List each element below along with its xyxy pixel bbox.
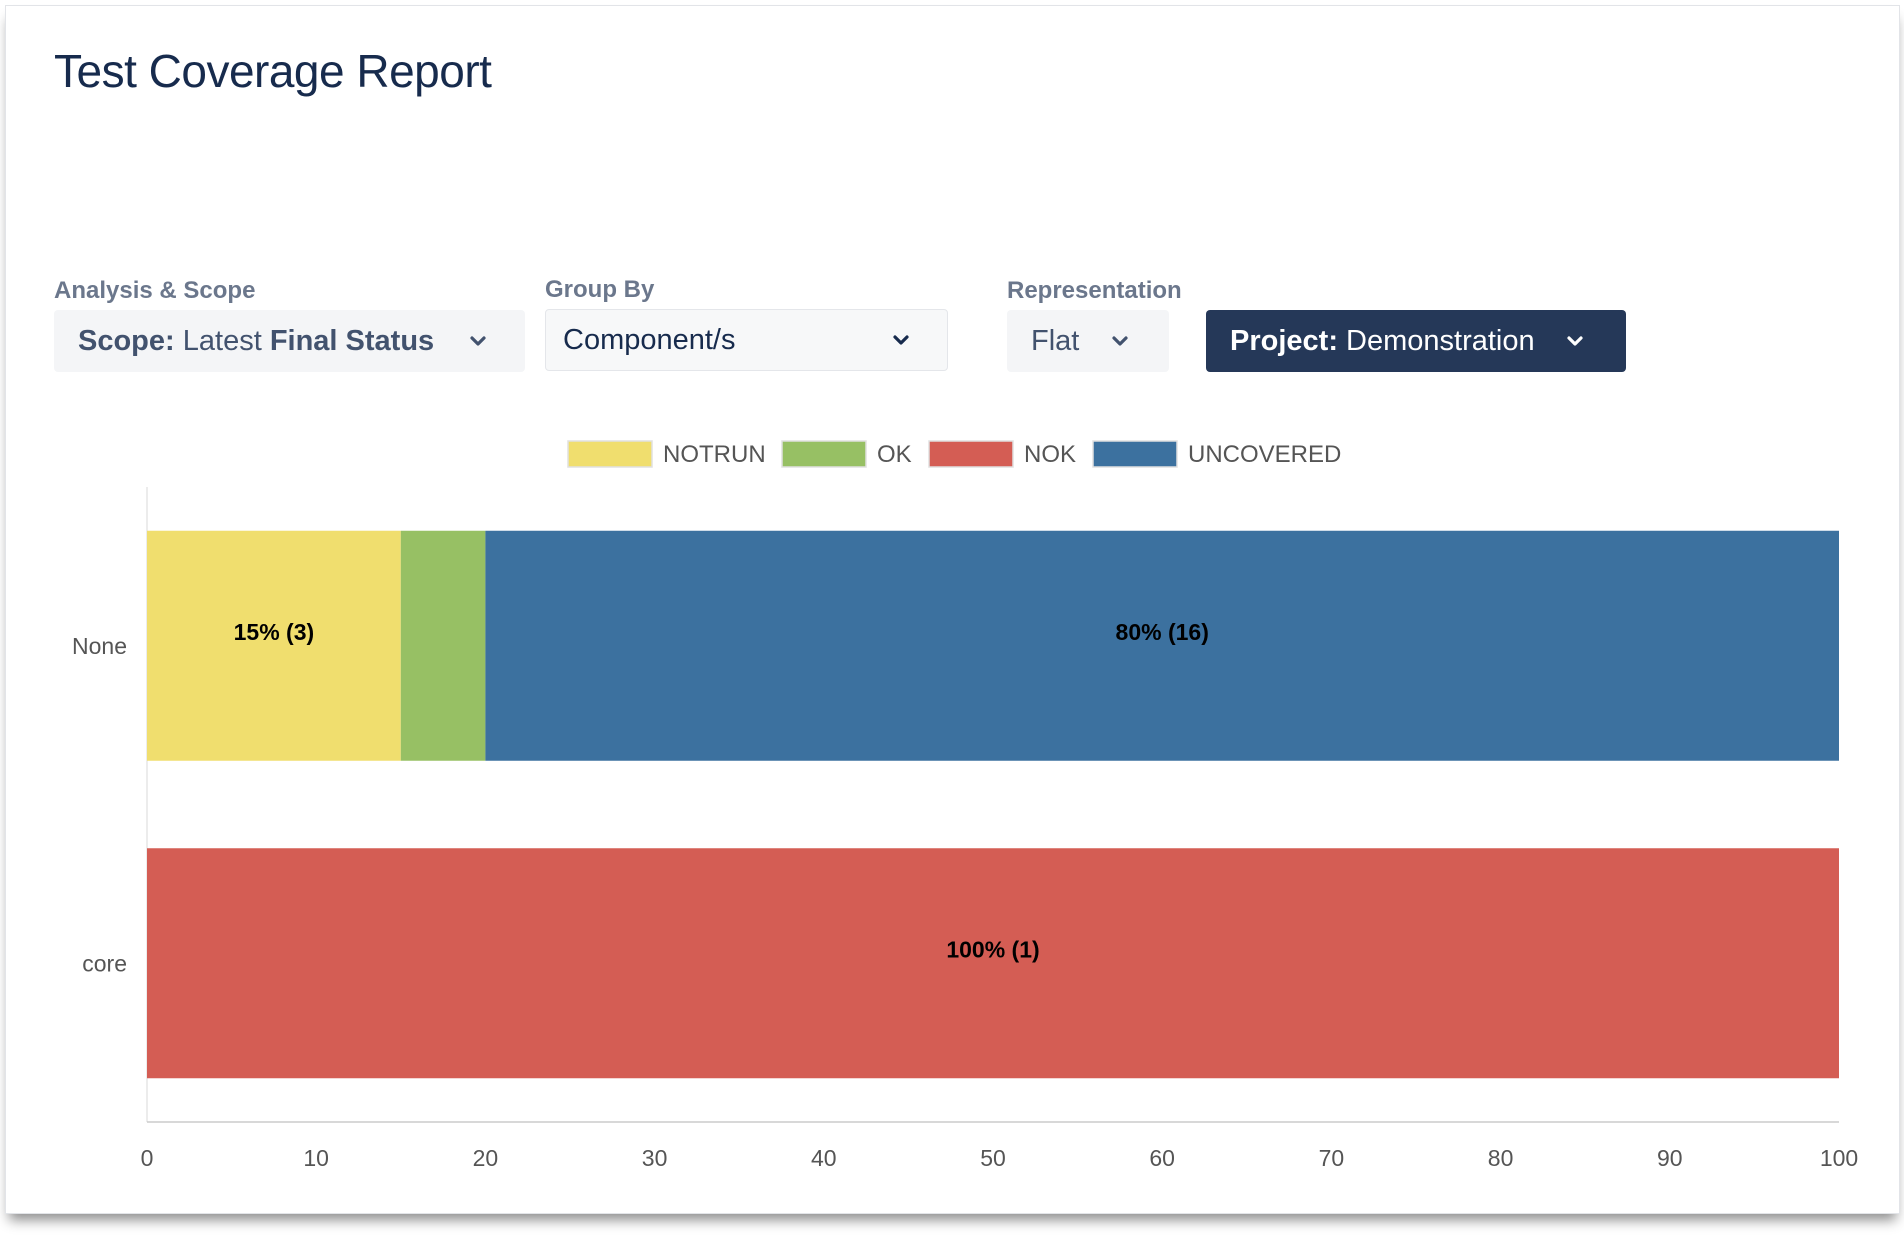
scope-value-normal: Latest [182,324,262,357]
legend-swatch-nok [928,440,1014,468]
scope-select-value: Scope: Latest Final Status [78,325,434,358]
project-select-value: Project: Demonstration [1230,325,1535,358]
legend-label: NOK [1024,441,1076,468]
x-tick-label: 100 [1820,1145,1858,1171]
x-tick-label: 0 [141,1145,154,1171]
legend-label: NOTRUN [663,441,766,468]
x-tick-label: 10 [303,1145,329,1171]
legend-label: UNCOVERED [1188,441,1341,468]
bar-segment-ok [400,530,486,761]
legend-swatch-ok [781,440,867,468]
scope-select[interactable]: Scope: Latest Final Status [54,310,525,372]
analysis-scope-label: Analysis & Scope [54,277,256,304]
x-tick-label: 80 [1488,1145,1514,1171]
group-by-value: Component/s [563,323,736,356]
y-category-label: core [82,950,127,976]
x-tick-label: 70 [1319,1145,1345,1171]
chevron-down-icon [893,335,909,345]
bar-segment-uncovered [485,530,1839,761]
group-by-label: Group By [545,276,655,303]
legend-swatch-notrun [567,440,653,468]
legend-swatch-uncovered [1092,440,1178,468]
chevron-down-icon [470,336,486,346]
page-title: Test Coverage Report [54,45,492,97]
data-label: 100% (1) [946,936,1039,962]
project-select[interactable]: Project: Demonstration [1206,310,1626,372]
representation-select[interactable]: Flat [1007,310,1169,372]
chevron-down-icon [1112,336,1128,346]
data-label: 80% (16) [1116,619,1209,645]
x-tick-label: 60 [1149,1145,1175,1171]
y-category-label: None [72,633,127,659]
x-tick-label: 30 [642,1145,668,1171]
x-tick-label: 50 [980,1145,1006,1171]
legend-label: OK [877,441,912,468]
bar-segment-nok [147,848,1839,1079]
scope-value-bold: Final Status [269,324,435,357]
x-tick-label: 40 [811,1145,837,1171]
x-tick-label: 20 [473,1145,499,1171]
bar-segment-notrun [147,530,401,761]
group-by-select[interactable]: Component/s [545,309,948,371]
project-prefix: Project: [1230,324,1338,357]
representation-label: Representation [1007,277,1182,304]
chevron-down-icon [1567,336,1583,346]
scope-prefix: Scope: [78,324,175,357]
data-label: 15% (3) [234,619,315,645]
representation-value: Flat [1031,324,1080,357]
x-tick-label: 90 [1657,1145,1683,1171]
project-value: Demonstration [1346,324,1535,357]
